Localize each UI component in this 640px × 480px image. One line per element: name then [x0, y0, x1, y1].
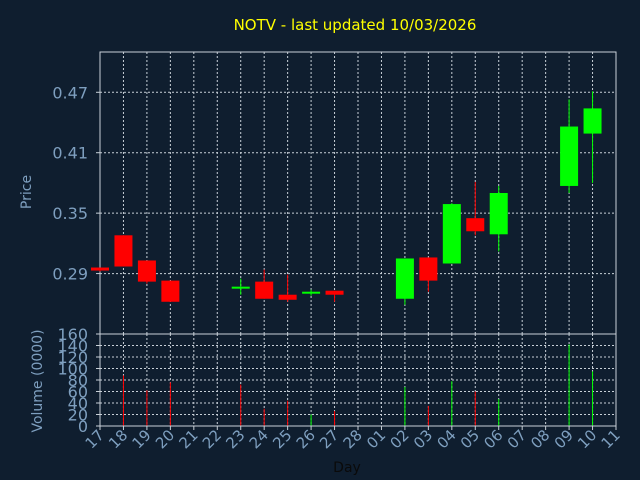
price-tick-label: 0.47 [52, 83, 88, 102]
volume-tick-label: 20 [68, 406, 88, 425]
volume-tick-label: 100 [57, 360, 88, 379]
candle-body [114, 235, 133, 267]
candle-body [442, 204, 461, 264]
candle-body [489, 193, 508, 235]
candle-body [255, 281, 274, 299]
volume-tick-label: 120 [57, 348, 88, 367]
chart-title: NOTV - last updated 10/03/2026 [234, 16, 477, 34]
candle-body [302, 291, 321, 294]
volume-tick-label: 60 [68, 383, 88, 402]
candle-body [560, 126, 579, 186]
candle-body [161, 280, 180, 302]
price-tick-label: 0.35 [52, 204, 88, 223]
volume-tick-label: 140 [57, 337, 88, 356]
volume-tick-label: 40 [68, 394, 88, 413]
x-axis-label: Day [333, 460, 361, 476]
candle-body [466, 218, 485, 232]
candle-body [419, 257, 438, 281]
price-tick-label: 0.29 [52, 265, 88, 284]
price-panel: 0.29 0.35 0.41 0.47 [52, 51, 617, 335]
volume-axis-label: Volume (0000) [30, 329, 46, 432]
volume-tick-label: 0 [78, 417, 88, 436]
candle-body [325, 290, 344, 295]
candle-body [395, 258, 414, 299]
price-tick-label: 0.41 [52, 144, 88, 163]
candle-body [278, 294, 297, 300]
x-axis-ticks: 1718192021222324252627280102030405060708… [82, 426, 624, 452]
candle-body [91, 267, 109, 271]
volume-tick-label: 160 [57, 325, 88, 344]
candle-body [137, 260, 156, 282]
volume-tick-label: 80 [68, 371, 88, 390]
candle-body [231, 286, 250, 289]
price-axis-label: Price [19, 175, 35, 209]
candle-body [583, 108, 602, 134]
